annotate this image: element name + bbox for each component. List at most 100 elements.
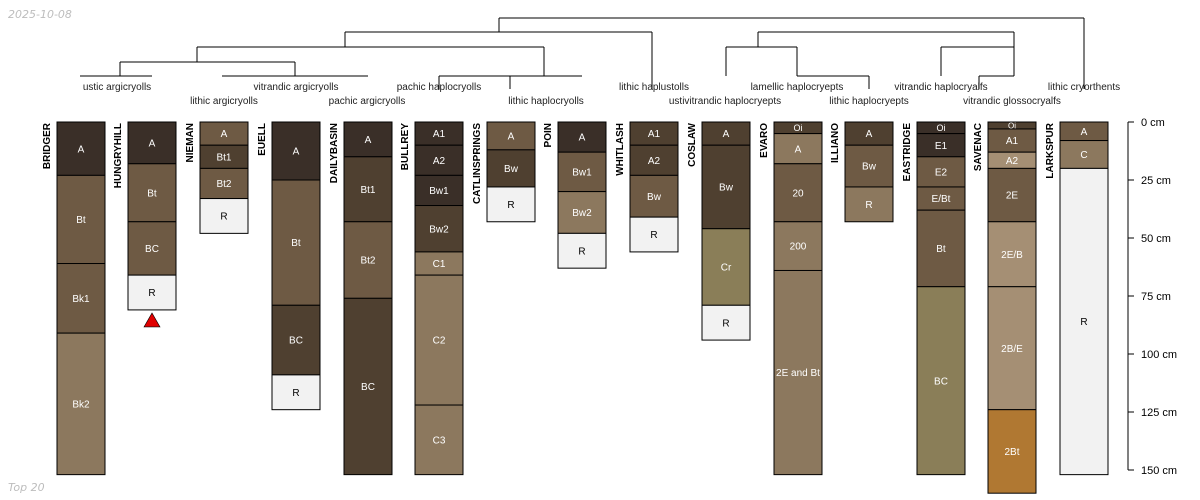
taxon-label: vitrandic haplocryalfs xyxy=(894,82,987,93)
horizon xyxy=(844,144,894,188)
horizon-label: 200 xyxy=(790,242,807,253)
horizon-label: 2Bt xyxy=(1004,447,1019,458)
profile-whitlash: WHITLASH A1 A2 Bw R xyxy=(615,121,679,253)
horizon-label: R xyxy=(722,318,729,329)
taxon-label: vitrandic glossocryalfs xyxy=(963,96,1061,107)
horizon xyxy=(414,274,464,406)
profile-name: EASTRIDGE xyxy=(902,123,913,182)
horizon-label: Bt1 xyxy=(216,152,231,163)
horizon xyxy=(987,221,1037,288)
taxon-label: pachic haplocryolls xyxy=(397,82,482,93)
depth-tick-label: 150 cm xyxy=(1141,465,1177,477)
horizon-label: A xyxy=(149,138,156,149)
horizon xyxy=(414,174,464,207)
horizon-label: Bw xyxy=(719,183,734,194)
horizon-label: A2 xyxy=(648,156,661,167)
profile-poin: POIN A Bw1 Bw2 R xyxy=(543,121,607,269)
horizon-label: A xyxy=(579,133,586,144)
horizon xyxy=(987,409,1037,494)
profile-name: SAVENAC xyxy=(973,123,984,171)
taxon-label: lithic argicryolls xyxy=(190,96,258,107)
horizon-label: 2E/B xyxy=(1001,250,1023,261)
horizon-label: Bw2 xyxy=(572,208,592,219)
horizon-label: Bw xyxy=(862,162,877,173)
horizon xyxy=(1059,167,1109,476)
horizon-label: R xyxy=(865,200,872,211)
horizon-label: BC xyxy=(145,244,159,255)
horizon xyxy=(916,209,966,288)
horizon xyxy=(987,167,1037,223)
profile-name: POIN xyxy=(543,123,554,147)
horizon-label: A xyxy=(1081,127,1088,138)
horizon xyxy=(414,404,464,476)
horizon-label: R xyxy=(578,246,585,257)
horizon-label: Bt2 xyxy=(216,179,231,190)
taxon-label: pachic argicryolls xyxy=(329,96,406,107)
profile-dailybasin: DAILYBASIN A Bt1 Bt2 BC xyxy=(329,121,393,476)
horizon xyxy=(486,186,536,223)
horizon xyxy=(414,144,464,176)
profile-eastridge: EASTRIDGE Oi E1 E2 E/Bt Bt BC xyxy=(902,121,966,476)
depth-tick-label: 25 cm xyxy=(1141,175,1171,187)
horizon-label: A1 xyxy=(648,129,661,140)
horizon xyxy=(916,156,966,188)
dendrogram xyxy=(80,17,1085,89)
depth-tick-label: 75 cm xyxy=(1141,291,1171,303)
profile-illiano: ILLIANO A Bw R xyxy=(830,121,894,223)
horizon xyxy=(199,198,249,234)
profile-name: ILLIANO xyxy=(830,123,841,163)
horizon-label: A xyxy=(78,144,85,155)
horizon-label: C1 xyxy=(433,259,446,270)
horizon xyxy=(56,263,106,334)
horizon-label: A xyxy=(866,129,873,140)
profile-name: EUELL xyxy=(257,123,268,156)
horizon xyxy=(127,274,177,311)
horizon xyxy=(557,191,607,234)
horizon xyxy=(271,374,321,411)
horizon xyxy=(414,205,464,253)
taxon-label: lithic haplocryolls xyxy=(508,96,584,107)
profile-name: DAILYBASIN xyxy=(329,123,340,183)
horizon-label: Bt xyxy=(147,188,157,199)
date-label: 2025-10-08 xyxy=(8,8,72,21)
taxon-label: lithic haplocryepts xyxy=(829,96,908,107)
horizon-label: BC xyxy=(361,382,375,393)
horizon-label: 2E and Bt xyxy=(776,368,820,379)
horizon-label: BC xyxy=(934,376,948,387)
horizon-label: Oi xyxy=(1008,121,1016,130)
profile-nieman: NIEMAN A Bt1 Bt2 R xyxy=(185,121,249,234)
horizon-label: 2B/E xyxy=(1001,344,1023,355)
horizon xyxy=(773,269,823,476)
horizon xyxy=(56,121,106,176)
horizon xyxy=(127,121,177,165)
horizon-label: R xyxy=(292,388,299,399)
horizon-label: A1 xyxy=(433,129,446,140)
profile-bridger: BRIDGER A Bt Bk1 Bk2 xyxy=(42,121,106,476)
horizon xyxy=(56,332,106,476)
horizon-label: A xyxy=(221,129,228,140)
horizon-label: A xyxy=(723,129,730,140)
depth-tick-label: 100 cm xyxy=(1141,349,1177,361)
depth-tick-label: 50 cm xyxy=(1141,233,1171,245)
horizon-label: Bt1 xyxy=(360,185,375,196)
horizon-label: E2 xyxy=(935,167,948,178)
horizon-label: Bk2 xyxy=(72,399,90,410)
horizon xyxy=(773,221,823,271)
horizon xyxy=(916,286,966,476)
horizon xyxy=(629,174,679,218)
horizon-label: A xyxy=(293,147,300,158)
horizon-label: Bw2 xyxy=(429,224,449,235)
horizon-label: Bt xyxy=(76,215,86,226)
profile-name: NIEMAN xyxy=(185,123,196,162)
horizon-label: Bw1 xyxy=(572,167,592,178)
horizon-label: Oi xyxy=(794,123,803,133)
horizon xyxy=(486,149,536,188)
horizon-label: C2 xyxy=(433,336,446,347)
profile-name: HUNGRYHILL xyxy=(113,123,124,188)
horizon xyxy=(271,304,321,376)
horizon xyxy=(629,216,679,253)
horizon xyxy=(557,121,607,153)
horizon-label: Bw xyxy=(504,164,519,175)
horizon-label: Bt xyxy=(291,238,301,249)
